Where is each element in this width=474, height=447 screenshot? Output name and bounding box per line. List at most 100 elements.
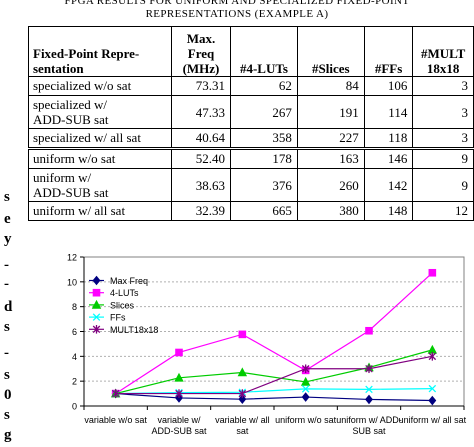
legend-entry: Max Freq bbox=[89, 275, 148, 286]
data-point bbox=[300, 376, 311, 386]
row-label: uniform w/ADD-SUB sat bbox=[28, 168, 172, 202]
x-tick-label: uniform w/o sat bbox=[275, 415, 337, 425]
y-tick-label: 4 bbox=[72, 352, 77, 362]
row-label-line: ADD-SUB sat bbox=[33, 112, 109, 127]
data-point bbox=[174, 372, 184, 382]
data-point bbox=[301, 385, 310, 393]
series-ffs bbox=[111, 384, 437, 398]
edge-glyph: - bbox=[4, 345, 9, 361]
table-cell: 3 bbox=[412, 95, 474, 129]
legend-marker-stroke bbox=[92, 313, 101, 321]
caption-line-2: REPRESENTATIONS (EXAMPLE A) bbox=[145, 8, 329, 20]
legend-marker bbox=[92, 325, 101, 334]
row-label-line: uniform w/ all sat bbox=[33, 203, 126, 218]
table-row: uniform w/ all sat 32.39 665 380 148 12 bbox=[28, 201, 474, 221]
table-cell: 146 bbox=[363, 147, 414, 169]
data-point bbox=[428, 268, 437, 277]
x-tick-label: variable w/ all bbox=[215, 415, 270, 425]
x-tick-label: variable w/o sat bbox=[84, 415, 147, 425]
data-point bbox=[111, 389, 120, 398]
y-tick-label: 10 bbox=[67, 277, 77, 287]
column-header-line: #MULT bbox=[421, 46, 466, 61]
column-header: #Slices bbox=[296, 26, 365, 77]
caption-line-1: FPGA RESULTS FOR UNIFORM AND SPECIALIZED… bbox=[64, 0, 410, 7]
data-point bbox=[238, 394, 247, 404]
column-header: #MULT 18x18 bbox=[412, 26, 474, 77]
y-tick-label: 6 bbox=[72, 327, 77, 337]
column-header-line: Max. bbox=[186, 31, 216, 46]
series-mult18x18 bbox=[111, 352, 437, 398]
legend-label: FFs bbox=[110, 313, 126, 323]
column-header-line: 18x18 bbox=[426, 61, 460, 76]
x-tick-label: sat bbox=[236, 426, 249, 436]
table-cell: 376 bbox=[230, 168, 298, 202]
table-cell: 267 bbox=[230, 95, 298, 129]
data-point bbox=[238, 389, 247, 398]
column-header-line: #Slices bbox=[312, 61, 350, 76]
y-tick-label: 8 bbox=[72, 302, 77, 312]
row-label-line: ADD-SUB sat bbox=[33, 185, 109, 200]
edge-glyph: y bbox=[4, 231, 12, 247]
column-header-line: sentation bbox=[33, 61, 84, 76]
edge-glyph: s bbox=[4, 189, 10, 205]
row-label-line: specialized w/ all sat bbox=[33, 130, 141, 145]
x-tick-label: variable w/ bbox=[157, 415, 201, 425]
legend-entry: Slices bbox=[89, 299, 135, 310]
legend-entry: 4-LUTs bbox=[89, 288, 139, 298]
data-point bbox=[365, 326, 373, 335]
data-point bbox=[175, 348, 183, 357]
table-row: specialized w/ADD-SUB sat 47.33 267 191 114 3 bbox=[28, 95, 474, 129]
x-tick-label: ADD-SUB sat bbox=[151, 426, 207, 436]
row-label: uniform w/ all sat bbox=[28, 201, 172, 221]
table-cell: 12 bbox=[412, 201, 474, 221]
data-point bbox=[301, 364, 310, 374]
column-header-line: #FFs bbox=[374, 61, 403, 76]
data-point bbox=[428, 395, 437, 406]
data-point bbox=[428, 352, 437, 361]
series-max-freq bbox=[111, 388, 437, 406]
table-cell: 38.63 bbox=[170, 168, 232, 202]
row-label-line: uniform w/o sat bbox=[33, 151, 116, 166]
legend-entry: FFs bbox=[89, 313, 126, 323]
edge-glyph: g bbox=[4, 427, 12, 443]
table-cell: 73.31 bbox=[170, 76, 232, 96]
legend-label: MULT18x18 bbox=[110, 325, 158, 335]
edge-glyph: d bbox=[4, 299, 13, 315]
chart-legend: Max Freq 4-LUTs Slices FFs MULT18x18 bbox=[89, 275, 158, 335]
table-header-row: Fixed-Point Repre-sentation Max. Freq (MHz)… bbox=[28, 26, 474, 77]
legend-label: 4-LUTs bbox=[110, 288, 139, 298]
table-cell: 52.40 bbox=[170, 147, 232, 169]
column-header-line: Fixed-Point Repre- bbox=[33, 46, 140, 61]
data-point bbox=[365, 394, 373, 405]
series-line bbox=[115, 392, 433, 402]
table-cell: 114 bbox=[363, 95, 414, 129]
column-header: Max. Freq (MHz) bbox=[170, 26, 232, 77]
table-cell: 665 bbox=[230, 201, 298, 221]
data-point bbox=[365, 364, 373, 374]
column-header: #FFs bbox=[363, 26, 414, 77]
x-tick-label: SUB sat bbox=[352, 426, 386, 436]
series-line bbox=[115, 349, 433, 395]
edge-glyph: s bbox=[4, 367, 10, 383]
y-tick-label: 12 bbox=[67, 253, 77, 263]
table-cell: 358 bbox=[230, 128, 298, 149]
table-cell: 32.39 bbox=[170, 201, 232, 221]
data-point bbox=[365, 385, 373, 394]
row-label-line: specialized w/ bbox=[33, 97, 107, 112]
edge-glyph: - bbox=[4, 276, 9, 292]
x-tick-label: uniform w/ ADD- bbox=[336, 415, 402, 425]
data-point-stroke bbox=[428, 384, 437, 393]
table-cell: 191 bbox=[296, 95, 365, 129]
edge-glyph: s bbox=[4, 407, 10, 423]
table-cell: 118 bbox=[363, 128, 414, 149]
data-point bbox=[238, 330, 247, 339]
plot-area: 0 2 4 6 8 10 12 variable w/o sat variable w/ADD-… bbox=[67, 253, 467, 437]
legend-marker bbox=[91, 299, 102, 309]
table-caption: FPGA RESULTS FOR UNIFORM AND SPECIALIZED… bbox=[0, 0, 474, 26]
legend-marker bbox=[92, 288, 101, 297]
edge-glyph: e bbox=[4, 211, 11, 227]
data-point bbox=[428, 384, 437, 393]
edge-glyph: - bbox=[4, 257, 9, 273]
